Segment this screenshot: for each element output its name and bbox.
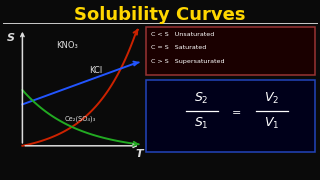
Text: C = S   Saturated: C = S Saturated [151, 45, 206, 50]
FancyBboxPatch shape [146, 80, 315, 152]
Text: $\mathit{V_1}$: $\mathit{V_1}$ [264, 116, 280, 131]
Text: C < S   Unsaturated: C < S Unsaturated [151, 32, 214, 37]
Text: $=$: $=$ [229, 106, 241, 116]
FancyBboxPatch shape [146, 27, 315, 75]
Text: KCl: KCl [89, 66, 103, 75]
Text: $\mathit{S_2}$: $\mathit{S_2}$ [194, 91, 209, 106]
Text: $\mathit{V_2}$: $\mathit{V_2}$ [264, 91, 280, 106]
Text: Ce₂(SO₄)₃: Ce₂(SO₄)₃ [64, 116, 96, 122]
Text: Solubility Curves: Solubility Curves [74, 6, 246, 24]
Text: S: S [7, 33, 15, 43]
Text: KNO₃: KNO₃ [56, 40, 78, 50]
Text: T: T [135, 149, 143, 159]
Text: $\mathit{S_1}$: $\mathit{S_1}$ [194, 116, 209, 131]
Text: C > S   Supersaturated: C > S Supersaturated [151, 59, 225, 64]
